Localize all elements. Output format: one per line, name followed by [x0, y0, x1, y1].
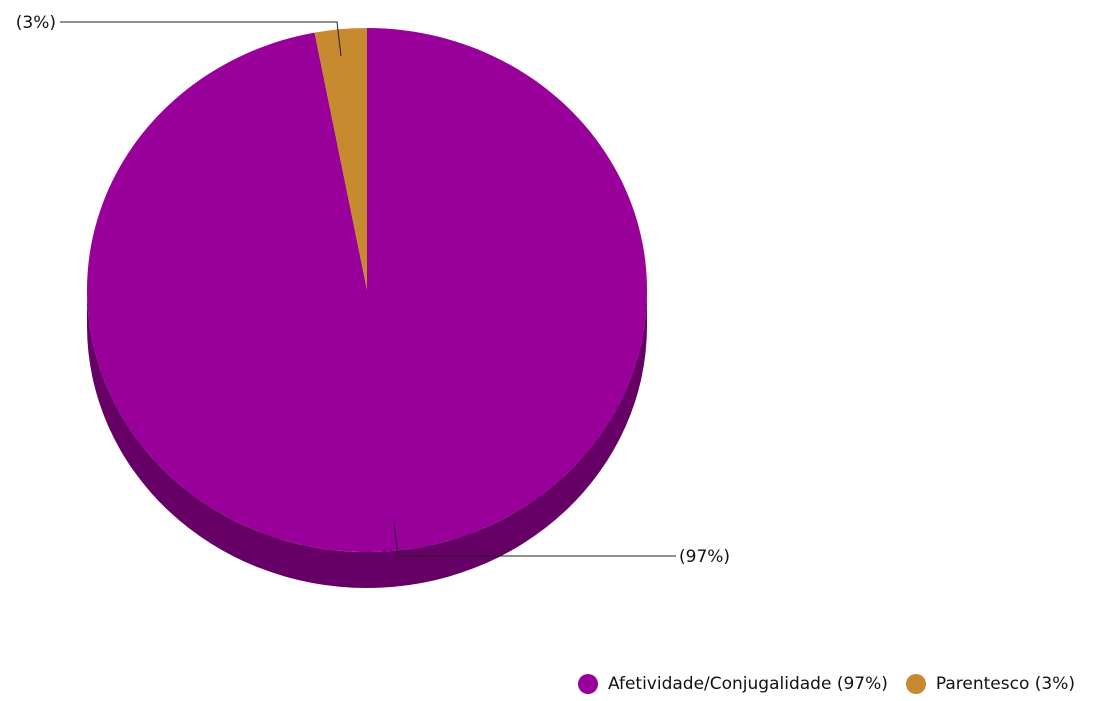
legend-label-parentesco: Parentesco (3%) [935, 674, 1075, 694]
pie-slice-parentesco[interactable] [314, 28, 367, 290]
legend-label-afetividade: Afetividade/Conjugalidade (97%) [607, 674, 888, 694]
legend-swatch-parentesco [905, 674, 926, 694]
leader-line-parentesco [60, 21, 342, 57]
legend-item-parentesco[interactable]: Parentesco (3%) [905, 674, 1075, 694]
leader-line-afetividade [393, 522, 676, 557]
legend-item-afetividade[interactable]: Afetividade/Conjugalidade (97%) [577, 674, 888, 694]
data-label-afetividade: (97%) [679, 547, 730, 567]
legend: Afetividade/Conjugalidade (97%) Parentes… [577, 674, 1075, 694]
legend-swatch-afetividade [577, 674, 598, 694]
data-label-parentesco: (3%) [16, 13, 56, 33]
